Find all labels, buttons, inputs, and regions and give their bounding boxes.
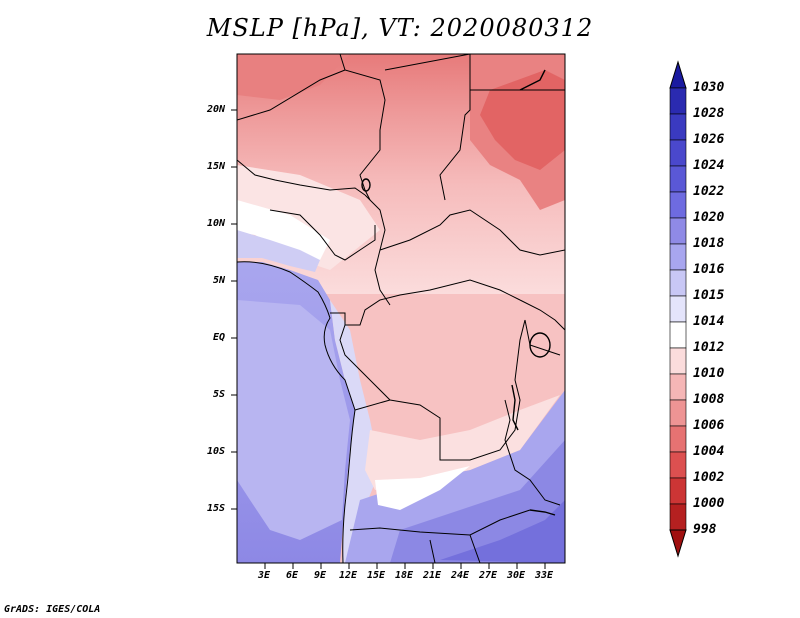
colorbar-label: 1014 [693,314,725,329]
colorbar-bottom-arrow [669,529,687,558]
colorbar-label: 1010 [693,366,725,381]
colorbar-swatch [669,451,687,479]
lat-label-20n: 20N [207,104,226,115]
lakes [361,69,556,516]
border-congo-drc [339,324,391,401]
lon-label-9e: 9E [314,570,327,581]
lat-label-5s: 5S [213,389,226,400]
border-libya-sudan [384,54,471,201]
lon-label-12e: 12E [339,570,358,581]
colorbar-swatch [669,295,687,323]
map-frame [236,53,566,564]
colorbar-swatch [669,191,687,219]
colorbar-swatch [669,347,687,375]
lon-label-21e: 21E [423,570,442,581]
pressure-field [237,54,565,563]
country-borders [237,54,565,563]
field-coast-light [237,230,320,272]
field-white-band [237,200,330,260]
colorbar-label: 1024 [693,158,725,173]
colorbar-label: 1016 [693,262,725,277]
lat-label-eq: EQ [213,332,226,343]
colorbar-label: 1022 [693,184,725,199]
colorbar-swatch [669,139,687,167]
field-south-white [375,466,470,510]
lat-label-10n: 10N [207,218,226,229]
field-sahel-light [237,165,380,270]
border-zambia-mozambique [504,399,561,506]
colorbar-label: 1018 [693,236,725,251]
field-ocean-mid [237,300,350,540]
lake-victoria [529,332,551,358]
lon-label-15e: 15E [367,570,386,581]
colorbar-swatch [669,477,687,505]
colorbar-label: 1026 [693,132,725,147]
field-se-core [440,500,565,563]
border-south [429,534,481,563]
field-low-core [480,70,565,170]
colorbar-swatch [669,217,687,245]
border-nigeria-cameroon [269,209,376,261]
map-title: MSLP [hPa], VT: 2020080312 [206,14,594,42]
colorbar-label: 1006 [693,418,725,433]
colorbar-label: 1004 [693,444,725,459]
colorbar-swatch [669,425,687,453]
colorbar-swatch [669,503,687,531]
axis-ticks [231,109,546,569]
border-niger-chad [339,54,386,201]
lat-label-15n: 15N [207,161,226,172]
colorbar-label: 1000 [693,496,725,511]
credit-text: GrADS: IGES/COLA [4,604,101,615]
border-nigeria-niger [237,159,366,196]
border-uganda-kenya [519,299,565,331]
colorbar-label: 1028 [693,106,725,121]
border-angola-north [354,399,391,411]
colorbar-label: 1030 [693,80,725,95]
border-car-drc [330,279,521,326]
field-coastal-band [330,300,380,563]
colorbar-label: 1015 [693,288,725,303]
border-algeria-niger [237,69,346,121]
colorbar-swatch [669,269,687,297]
colorbar-label: 1008 [693,392,725,407]
colorbar-top-arrow [669,60,687,89]
lat-label-5n: 5N [213,275,226,286]
border-car-sudan [379,209,565,256]
lon-label-27e: 27E [479,570,498,581]
colorbar-swatch [669,165,687,193]
lon-label-18e: 18E [395,570,414,581]
coastline [237,261,356,563]
lon-label-24e: 24E [451,570,470,581]
colorbar-swatch [669,243,687,271]
lat-label-10s: 10S [207,446,226,457]
colorbar-swatch [669,87,687,115]
lake-kariba [529,509,556,516]
colorbar-swatch [669,399,687,427]
lat-label-15s: 15S [207,503,226,514]
lake-chad [361,178,371,192]
field-nw-low [237,54,350,100]
border-namibia-botswana [349,509,531,536]
colorbar-swatch [669,373,687,401]
colorbar-label: 1020 [693,210,725,225]
lake-tanganyika [511,384,519,431]
lon-label-6e: 6E [286,570,299,581]
field-south-light [365,395,560,490]
border-drc-angola-zambia [389,319,526,461]
colorbar-swatch [669,113,687,141]
lon-label-33e: 33E [535,570,554,581]
colorbar-swatch [669,321,687,349]
border-tanzania [524,319,561,356]
lon-label-30e: 30E [507,570,526,581]
nile-delta-coast [519,69,546,91]
lon-label-3e: 3E [258,570,271,581]
colorbar-label: 998 [693,522,717,537]
colorbar-label: 1002 [693,470,725,485]
colorbar [669,60,687,558]
colorbar-label: 1012 [693,340,725,355]
